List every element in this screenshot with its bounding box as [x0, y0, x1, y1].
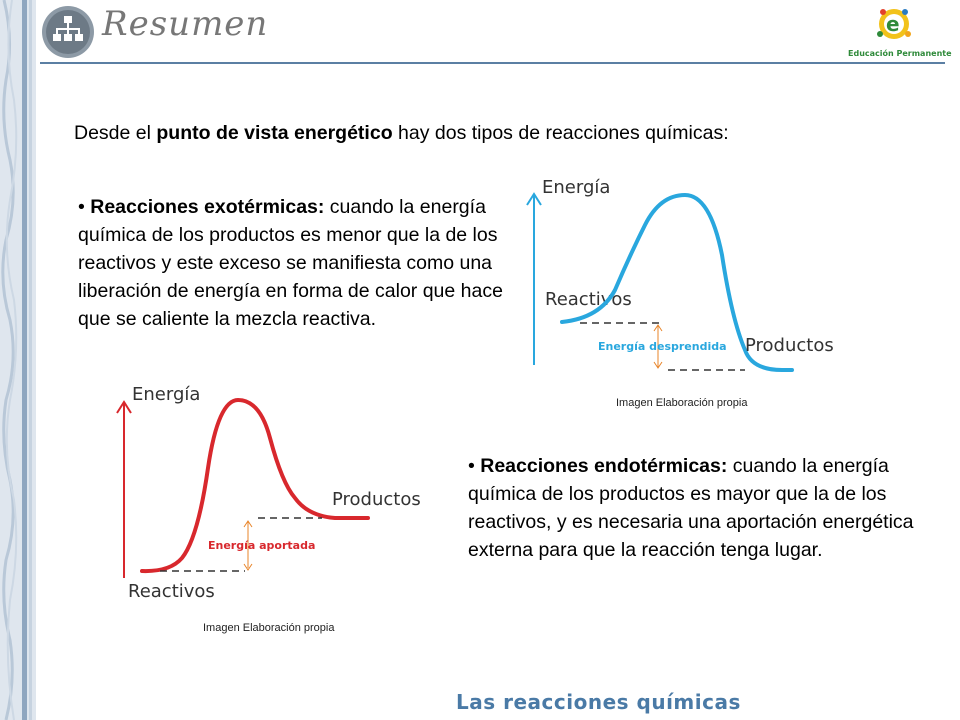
reaction-curve	[560, 192, 794, 372]
products-label: Productos	[332, 489, 421, 510]
intro-text-end: hay dos tipos de reacciones químicas:	[392, 122, 729, 144]
energy-input-label: Energía aportada	[208, 539, 315, 552]
endothermic-energy-diagram: Energía Energía aportada Productos React…	[116, 384, 421, 602]
header-divider	[40, 62, 945, 64]
energy-input-arrowhead-up	[243, 520, 253, 528]
page-title: Resumen	[102, 4, 269, 44]
intro-sentence: Desde el punto de vista energético hay d…	[74, 119, 729, 147]
energy-axis-arrowhead	[526, 192, 542, 206]
intro-bold-text: punto de vista energético	[156, 122, 393, 144]
energy-axis-label: Energía	[542, 177, 610, 198]
energy-released-label: Energía desprendida	[598, 340, 727, 353]
reactants-label: Reactivos	[545, 289, 632, 310]
reactants-label: Reactivos	[128, 581, 215, 602]
energy-released-arrowhead-down	[653, 361, 663, 369]
intro-text-start: Desde el	[74, 122, 157, 144]
educacion-permanente-logo: e	[877, 9, 911, 39]
exothermic-image-caption: Imagen Elaboración propia	[616, 397, 748, 409]
logo-text: Educación Permanente	[848, 49, 952, 58]
bullet: •	[78, 196, 85, 218]
exothermic-energy-diagram: Energía Reactivos Energía desprendida Pr…	[526, 177, 834, 372]
products-label: Productos	[745, 335, 834, 356]
left-decorative-border	[0, 0, 36, 720]
energy-axis-label: Energía	[132, 384, 200, 405]
bullet: •	[468, 455, 475, 477]
endothermic-text: cuando la energía química de los product…	[468, 455, 914, 561]
svg-text:e: e	[886, 12, 900, 36]
energy-axis-arrowhead	[116, 400, 132, 414]
endothermic-term: Reacciones endotérmicas:	[480, 455, 728, 477]
endothermic-image-caption: Imagen Elaboración propia	[203, 622, 335, 634]
exothermic-text: cuando la energía química de los product…	[78, 196, 503, 330]
reaction-curve	[140, 397, 370, 574]
energy-released-arrowhead-up	[653, 324, 663, 332]
energy-input-arrowhead-down	[243, 563, 253, 571]
exothermic-term: Reacciones exotérmicas:	[90, 196, 325, 218]
footer-title: Las reacciones químicas	[456, 690, 741, 714]
endothermic-description: • Reacciones endotérmicas: cuando la ene…	[468, 452, 930, 564]
sitemap-icon	[42, 6, 94, 58]
exothermic-description: • Reacciones exotérmicas: cuando la ener…	[78, 193, 523, 333]
